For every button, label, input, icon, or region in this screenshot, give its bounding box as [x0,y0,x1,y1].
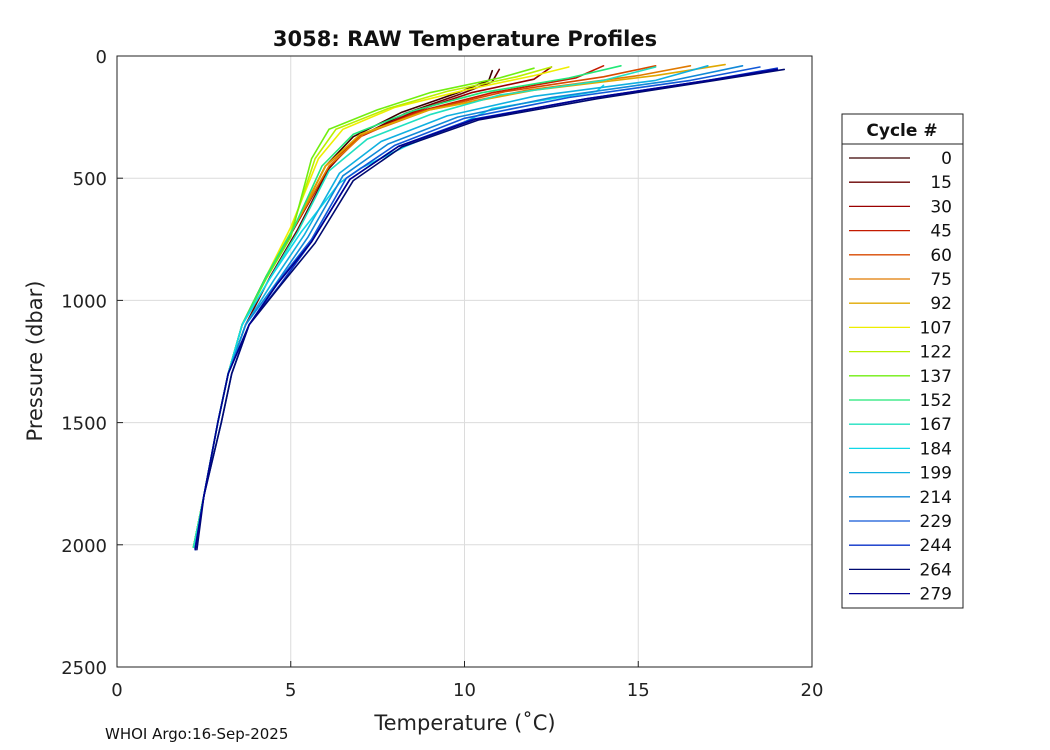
legend-label: 0 [941,149,952,169]
x-ticks: 0 5 10 15 20 [111,661,823,701]
x-tick-label: 20 [801,680,824,701]
legend-label: 167 [920,415,952,435]
x-tick-label: 15 [627,680,650,701]
x-axis-label: Temperature (˚C) [373,711,555,735]
legend-label: 122 [920,343,952,363]
y-tick-label: 1000 [61,291,107,312]
x-tick-label: 10 [453,680,476,701]
grid [117,56,812,667]
y-tick-label: 0 [96,47,107,68]
legend-label: 264 [920,560,952,580]
legend-label: 107 [920,318,952,338]
legend-label: 92 [930,294,952,314]
y-tick-label: 500 [73,169,107,190]
y-tick-label: 2500 [61,658,107,679]
x-tick-label: 5 [285,680,296,701]
legend-entries: 0 15 30 45 60 75 92 107 122 137 152 167 184 199 214 229… [849,149,952,605]
legend: Cycle # 0 15 30 45 60 75 92 107 122 137 152 167 184 1… [841,113,964,609]
legend-box [841,113,964,609]
legend-label: 75 [930,270,952,290]
legend-label: 214 [920,488,952,508]
series-group [192,63,786,551]
legend-label: 30 [930,197,952,217]
legend-label: 152 [920,391,952,411]
legend-label: 199 [920,464,952,484]
series-line-cycle-279 [194,68,779,551]
legend-label: 244 [920,536,952,556]
legend-label: 15 [930,173,952,193]
legend-label: 279 [920,585,952,605]
legend-title: Cycle # [866,121,937,141]
footer-credit: WHOI Argo:16-Sep-2025 [105,725,289,743]
chart-title: 3058: RAW Temperature Profiles [273,27,657,51]
y-tick-label: 2000 [61,536,107,557]
legend-label: 60 [930,246,952,266]
y-tick-label: 1500 [61,414,107,435]
y-ticks: 0 500 1000 1500 2000 2500 [61,47,123,679]
legend-label: 184 [920,439,952,459]
y-axis-label: Pressure (dbar) [23,281,47,442]
legend-label: 229 [920,512,952,532]
series-line-cycle-264 [196,68,786,551]
legend-label: 45 [930,222,952,242]
legend-label: 137 [920,367,952,387]
x-tick-label: 0 [111,680,122,701]
